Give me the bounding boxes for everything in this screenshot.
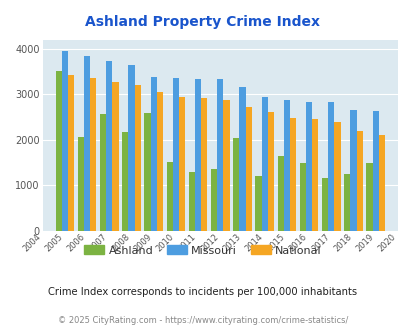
Bar [77, 137, 84, 231]
Bar [289, 117, 296, 231]
Bar [343, 174, 350, 231]
Text: © 2025 CityRating.com - https://www.cityrating.com/crime-statistics/: © 2025 CityRating.com - https://www.city… [58, 316, 347, 325]
Bar [283, 100, 289, 231]
Bar [321, 178, 327, 231]
Legend: Ashland, Missouri, National: Ashland, Missouri, National [80, 241, 325, 260]
Bar [232, 138, 239, 231]
Bar [311, 119, 318, 231]
Bar [68, 75, 74, 231]
Bar [122, 132, 128, 231]
Bar [305, 103, 311, 231]
Bar [194, 79, 200, 231]
Bar [128, 65, 134, 231]
Bar [166, 162, 172, 231]
Bar [112, 82, 118, 231]
Bar [156, 92, 162, 231]
Bar [211, 170, 217, 231]
Bar [372, 111, 378, 231]
Bar [150, 77, 156, 231]
Bar [245, 107, 251, 231]
Bar [217, 79, 223, 231]
Bar [350, 110, 356, 231]
Bar [179, 97, 185, 231]
Bar [188, 172, 194, 231]
Bar [267, 112, 273, 231]
Bar [223, 100, 229, 231]
Bar [299, 163, 305, 231]
Bar [62, 50, 68, 231]
Bar [55, 71, 62, 231]
Bar [84, 56, 90, 231]
Bar [172, 78, 179, 231]
Bar [255, 176, 261, 231]
Bar [378, 135, 384, 231]
Bar [239, 87, 245, 231]
Bar [356, 131, 362, 231]
Bar [100, 114, 106, 231]
Bar [144, 113, 150, 231]
Bar [334, 122, 340, 231]
Bar [261, 97, 267, 231]
Bar [106, 61, 112, 231]
Bar [277, 156, 283, 231]
Bar [200, 98, 207, 231]
Bar [327, 102, 334, 231]
Text: Crime Index corresponds to incidents per 100,000 inhabitants: Crime Index corresponds to incidents per… [48, 287, 357, 297]
Bar [90, 78, 96, 231]
Bar [134, 85, 141, 231]
Text: Ashland Property Crime Index: Ashland Property Crime Index [85, 15, 320, 29]
Bar [365, 163, 372, 231]
